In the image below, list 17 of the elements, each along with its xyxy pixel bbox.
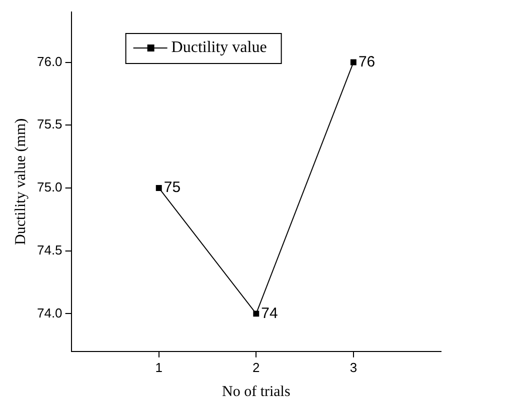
y-tick-label: 76.0 [36, 54, 62, 69]
x-axis-title: No of trials [222, 384, 290, 400]
data-label: 75 [164, 179, 181, 196]
x-tick-label: 3 [350, 360, 358, 375]
point [156, 185, 162, 191]
data-label: 76 [358, 53, 376, 70]
y-tick-label: 75.5 [36, 116, 62, 132]
x-tick-label: 2 [252, 360, 260, 375]
y-tick-label: 75.0 [36, 180, 62, 195]
y-axis-title: Ductility value (mm) [12, 118, 29, 246]
point [253, 310, 260, 317]
point [350, 59, 356, 66]
x-tick-label: 1 [155, 360, 162, 375]
y-tick-label: 74.5 [36, 242, 62, 258]
y-tick-label: 74.0 [36, 305, 62, 320]
data-label: 74 [261, 304, 278, 322]
legend-label: Ductility value [171, 39, 267, 56]
